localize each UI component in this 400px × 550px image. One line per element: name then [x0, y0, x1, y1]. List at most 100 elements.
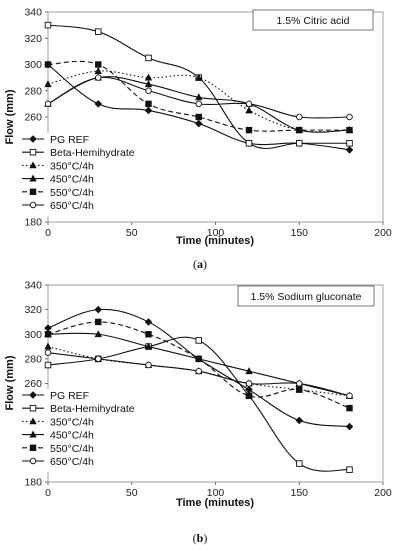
- data-point: [44, 61, 52, 68]
- data-point: [245, 367, 253, 375]
- series-5: [44, 74, 353, 121]
- chart-panel-a: 180200220240260280300320340050100150200F…: [4, 7, 392, 271]
- legend-marker: [29, 148, 37, 156]
- data-point: [245, 126, 253, 134]
- data-point: [296, 113, 303, 121]
- y-tick-label: 280: [24, 353, 42, 365]
- legend-marker: [29, 404, 37, 412]
- legend-label: 550°C/4h: [50, 187, 94, 199]
- series-5: [44, 349, 353, 400]
- panel-caption: (b): [193, 531, 208, 545]
- y-tick-label: 320: [24, 304, 42, 316]
- data-point: [245, 385, 253, 394]
- data-point: [295, 416, 304, 425]
- data-point: [195, 73, 203, 81]
- data-point: [245, 106, 253, 114]
- y-tick-label: 180: [24, 217, 42, 229]
- data-point: [94, 355, 102, 363]
- legend-entry: 450°C/4h: [22, 430, 94, 442]
- x-tick-label: 0: [45, 487, 51, 499]
- legend-label: 350°C/4h: [50, 160, 94, 172]
- data-point: [195, 113, 202, 121]
- series-4: [44, 60, 353, 134]
- data-point: [296, 126, 303, 134]
- x-tick-label: 150: [290, 487, 308, 499]
- legend-marker: [29, 444, 37, 451]
- data-point: [195, 337, 202, 344]
- data-point: [245, 100, 253, 108]
- data-point: [94, 28, 102, 35]
- data-point: [346, 404, 353, 412]
- data-point: [296, 460, 303, 467]
- x-axis-title: Time (minutes): [176, 497, 254, 509]
- data-point: [44, 349, 52, 356]
- data-point: [144, 342, 153, 350]
- legend-label: PG REF: [50, 134, 89, 146]
- annotation-text: 1.5% Citric acid: [277, 15, 350, 27]
- y-axis-title: Flow (mm): [4, 355, 16, 410]
- legend-label: 550°C/4h: [50, 443, 94, 455]
- x-tick-label: 100: [207, 227, 225, 239]
- data-point: [194, 119, 203, 128]
- data-point: [94, 100, 103, 108]
- legend-marker: [29, 391, 37, 399]
- legend-label: 450°C/4h: [50, 174, 94, 186]
- legend-entry: 450°C/4h: [22, 174, 94, 186]
- data-point: [94, 330, 102, 338]
- data-point: [346, 113, 353, 121]
- y-tick-label: 180: [24, 477, 42, 489]
- series-4: [44, 318, 353, 412]
- data-point: [144, 318, 153, 326]
- y-tick-label: 280: [24, 85, 42, 97]
- data-point: [195, 93, 203, 101]
- data-point: [296, 380, 303, 387]
- data-point: [346, 139, 353, 147]
- data-point: [346, 126, 353, 134]
- y-tick-label: 260: [24, 112, 42, 124]
- x-tick-label: 100: [207, 487, 225, 499]
- legend-marker: [29, 457, 37, 465]
- legend-marker: [29, 188, 37, 195]
- data-point: [195, 100, 202, 108]
- legend-label: 650°C/4h: [50, 456, 94, 468]
- legend-entry: 550°C/4h: [22, 187, 94, 199]
- data-point: [145, 54, 152, 62]
- legend-label: 650°C/4h: [50, 200, 94, 212]
- chart-panel-b: 180200220240260280300320340050100150200F…: [4, 280, 392, 545]
- legend-entry: Beta-Hemihydrate: [22, 147, 135, 159]
- x-tick-label: 50: [126, 487, 138, 499]
- panel-caption: (a): [193, 257, 207, 271]
- data-point: [345, 146, 354, 154]
- legend-marker: [29, 174, 37, 182]
- annotation-text: 1.5% Sodium gluconate: [251, 291, 362, 303]
- data-point: [245, 380, 253, 387]
- data-point: [296, 139, 303, 147]
- data-point: [345, 422, 354, 431]
- legend-marker: [29, 161, 37, 169]
- x-tick-label: 50: [126, 227, 138, 239]
- legend-marker: [29, 201, 37, 209]
- y-tick-label: 300: [24, 329, 42, 341]
- data-point: [44, 342, 52, 350]
- data-point: [346, 392, 353, 400]
- data-point: [346, 466, 353, 473]
- y-axis-title: Flow (mm): [4, 89, 16, 144]
- data-point: [94, 67, 102, 74]
- legend-background: [18, 133, 140, 217]
- legend-label: Beta-Hemihydrate: [50, 403, 135, 415]
- data-point: [195, 355, 202, 363]
- legend-marker: [29, 430, 37, 438]
- legend-label: Beta-Hemihydrate: [50, 147, 135, 159]
- data-point: [95, 318, 102, 326]
- legend-background: [18, 389, 140, 473]
- data-point: [245, 139, 253, 147]
- legend-entry: 550°C/4h: [22, 443, 94, 455]
- annotation-box: [252, 9, 374, 31]
- data-point: [195, 367, 202, 375]
- legend-entry: PG REF: [22, 134, 89, 146]
- legend-entry: 650°C/4h: [22, 200, 94, 212]
- data-point: [145, 100, 152, 108]
- data-point: [44, 100, 52, 108]
